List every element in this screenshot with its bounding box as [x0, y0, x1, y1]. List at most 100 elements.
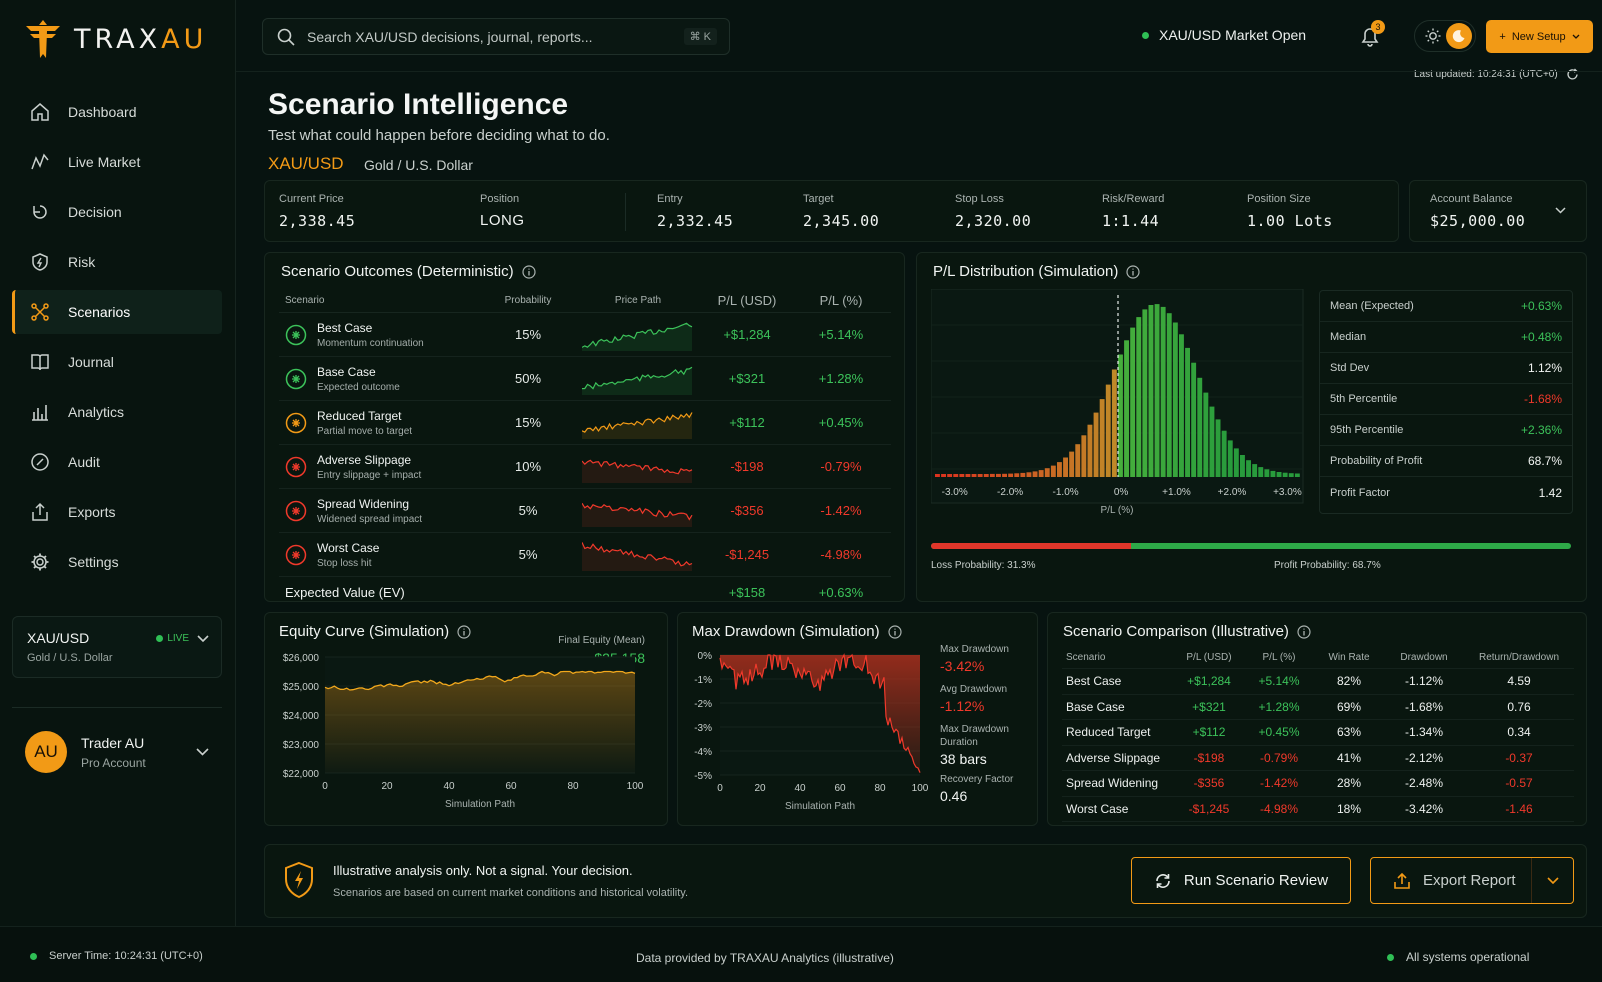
probability-bar — [931, 543, 1571, 549]
histogram-bar — [1050, 465, 1056, 477]
info-icon[interactable] — [887, 624, 902, 639]
info-icon[interactable] — [521, 264, 536, 279]
sidebar-divider — [12, 707, 222, 708]
probability-cell: 10% — [514, 459, 542, 474]
table-row[interactable]: Adverse Slippage Entry slippage + impact 1… — [279, 445, 891, 489]
run-scenario-review-button[interactable]: Run Scenario Review — [1131, 857, 1351, 904]
market-name: Gold / U.S. Dollar — [27, 652, 113, 664]
scenario-name: Adverse Slippage — [317, 452, 412, 467]
brand-logo[interactable]: TRAXAU — [24, 18, 207, 60]
pl-pct-cell: -0.79% — [1259, 750, 1299, 765]
info-icon[interactable] — [1297, 624, 1311, 639]
table-row[interactable]: Adverse Slippage -$198 -0.79% 41% -2.12% -0.3… — [1062, 746, 1574, 771]
user-role: Pro Account — [81, 755, 146, 770]
scenario-name: Adverse Slippage — [1066, 750, 1161, 765]
info-icon[interactable] — [457, 624, 471, 639]
histogram-bar — [1093, 412, 1099, 477]
table-row[interactable]: Best Case +$1,284 +5.14% 82% -1.12% 4.59 — [1062, 669, 1574, 695]
info-icon[interactable] — [1126, 264, 1140, 279]
scenario-comparison-table: Scenario P/L (USD) P/L (%) Win Rate Draw… — [1062, 647, 1574, 822]
win-rate-cell: 28% — [1336, 776, 1362, 791]
histogram-bar — [1154, 304, 1160, 477]
nav-item-live-market[interactable]: Live Market — [12, 140, 222, 184]
table-row[interactable]: Reduced Target +$112 +0.45% 63% -1.34% 0.34 — [1062, 720, 1574, 746]
nav-item-scenarios[interactable]: Scenarios — [12, 290, 222, 334]
histogram-bar — [1166, 313, 1172, 477]
stat-label: Probability of Profit — [1330, 455, 1423, 467]
export-options-toggle[interactable] — [1532, 877, 1573, 884]
chevron-down-icon[interactable] — [1555, 207, 1566, 214]
distribution-stats: Mean (Expected) +0.63% Median +0.48% Std Dev… — [1319, 290, 1573, 514]
sun-icon[interactable] — [1425, 28, 1441, 44]
pl-pct-cell: +1.28% — [1258, 699, 1300, 714]
table-row[interactable]: Reduced Target Partial move to target 15% +… — [279, 401, 891, 445]
user-menu-chevron-icon[interactable] — [196, 748, 209, 756]
nav-item-analytics[interactable]: Analytics — [12, 390, 222, 434]
scenario-status-icon — [285, 544, 307, 565]
refresh-icon[interactable] — [1566, 68, 1579, 81]
table-row[interactable]: Spread Widening -$356 -1.42% 28% -2.48% -0.57 — [1062, 771, 1574, 797]
table-row[interactable]: Spread Widening Widened spread impact 5% -$… — [279, 489, 891, 533]
theme-toggle[interactable] — [1414, 20, 1476, 52]
return-drawdown-cell: 0.34 — [1507, 725, 1531, 740]
stat-row: 5th Percentile -1.68% — [1320, 384, 1572, 415]
sparkline-line — [582, 502, 693, 521]
y-tick-label: $26,000 — [283, 653, 320, 664]
nav-item-risk[interactable]: Risk — [12, 240, 222, 284]
nav-item-settings[interactable]: Settings — [12, 540, 222, 584]
disclaimer-text: Scenarios are based on current market co… — [333, 887, 689, 899]
export-report-button[interactable]: Export Report — [1370, 857, 1574, 904]
live-badge: LIVE — [156, 633, 189, 644]
histogram-bar — [1197, 377, 1203, 477]
x-tick-label: 40 — [443, 781, 455, 792]
nav-item-decision[interactable]: Decision — [12, 190, 222, 234]
pl-usd-cell: +$1,284 — [723, 327, 771, 342]
bell-icon[interactable] — [1358, 24, 1382, 48]
new-setup-button[interactable]: + New Setup — [1486, 20, 1593, 53]
scenario-status-icon — [285, 412, 307, 433]
nav-item-dashboard[interactable]: Dashboard — [12, 90, 222, 134]
table-row[interactable]: Worst Case Stop loss hit 5% -$1,245 -4.98% — [279, 533, 891, 577]
main-nav: Dashboard Live Market Decision Risk Scenario… — [12, 90, 222, 590]
stat-row: Std Dev 1.12% — [1320, 353, 1572, 384]
chevron-down-icon — [1572, 34, 1580, 39]
scenario-description: Entry slippage + impact — [317, 469, 422, 481]
table-row[interactable]: Worst Case -$1,245 -4.98% 18% -3.42% -1.46 — [1062, 797, 1574, 822]
drawdown-cell: -2.12% — [1404, 750, 1444, 765]
market-status: XAU/USD Market Open — [1142, 27, 1306, 43]
nav-item-exports[interactable]: Exports — [12, 490, 222, 534]
histogram-bar — [989, 473, 995, 477]
price-path-sparkline — [582, 541, 693, 571]
nav-item-journal[interactable]: Journal — [12, 340, 222, 384]
table-header: Scenario P/L (USD) P/L (%) Win Rate Draw… — [1062, 647, 1574, 669]
page-subtitle: Test what could happen before deciding w… — [268, 127, 610, 144]
scenario-name: Best Case — [1066, 674, 1122, 689]
histogram-bar — [1282, 472, 1288, 477]
profit-probability-label: Profit Probability: 68.7% — [1274, 560, 1381, 571]
chevron-down-icon[interactable] — [197, 635, 209, 643]
scenario-outcomes-title: Scenario Outcomes (Deterministic) — [281, 263, 536, 280]
drawdown-cell: -2.48% — [1404, 776, 1444, 791]
nav-item-label: Risk — [68, 254, 96, 270]
search-shortcut: ⌘ K — [683, 28, 717, 45]
search-input[interactable] — [307, 28, 677, 45]
histogram-bar — [1063, 457, 1068, 477]
scenario-cell: Base Case Expected outcome — [279, 365, 483, 393]
table-row[interactable]: Best Case Momentum continuation 15% +$1,284… — [279, 313, 891, 357]
market-selector[interactable]: XAU/USD Gold / U.S. Dollar LIVE — [12, 616, 222, 678]
search-bar[interactable]: ⌘ K — [262, 18, 730, 55]
moon-icon[interactable] — [1446, 23, 1472, 49]
live-dot-icon — [156, 635, 164, 642]
table-row[interactable]: Base Case Expected outcome 50% +$321 +1.28% — [279, 357, 891, 401]
table-row[interactable]: Base Case +$321 +1.28% 69% -1.68% 0.76 — [1062, 695, 1574, 720]
export-report-main[interactable]: Export Report — [1371, 872, 1531, 890]
user-profile[interactable]: AU Trader AU Pro Account — [25, 731, 146, 773]
nav-item-label: Audit — [68, 454, 100, 470]
scenario-cell: Adverse Slippage Entry slippage + impact — [279, 453, 483, 481]
stat-row: Median +0.48% — [1320, 322, 1572, 353]
y-tick-label: -2% — [694, 699, 712, 710]
scenario-name: Worst Case — [317, 540, 380, 555]
stat-value: -1.12% — [940, 698, 985, 714]
account-balance-selector[interactable]: Account Balance $25,000.00 — [1409, 180, 1587, 242]
nav-item-audit[interactable]: Audit — [12, 440, 222, 484]
